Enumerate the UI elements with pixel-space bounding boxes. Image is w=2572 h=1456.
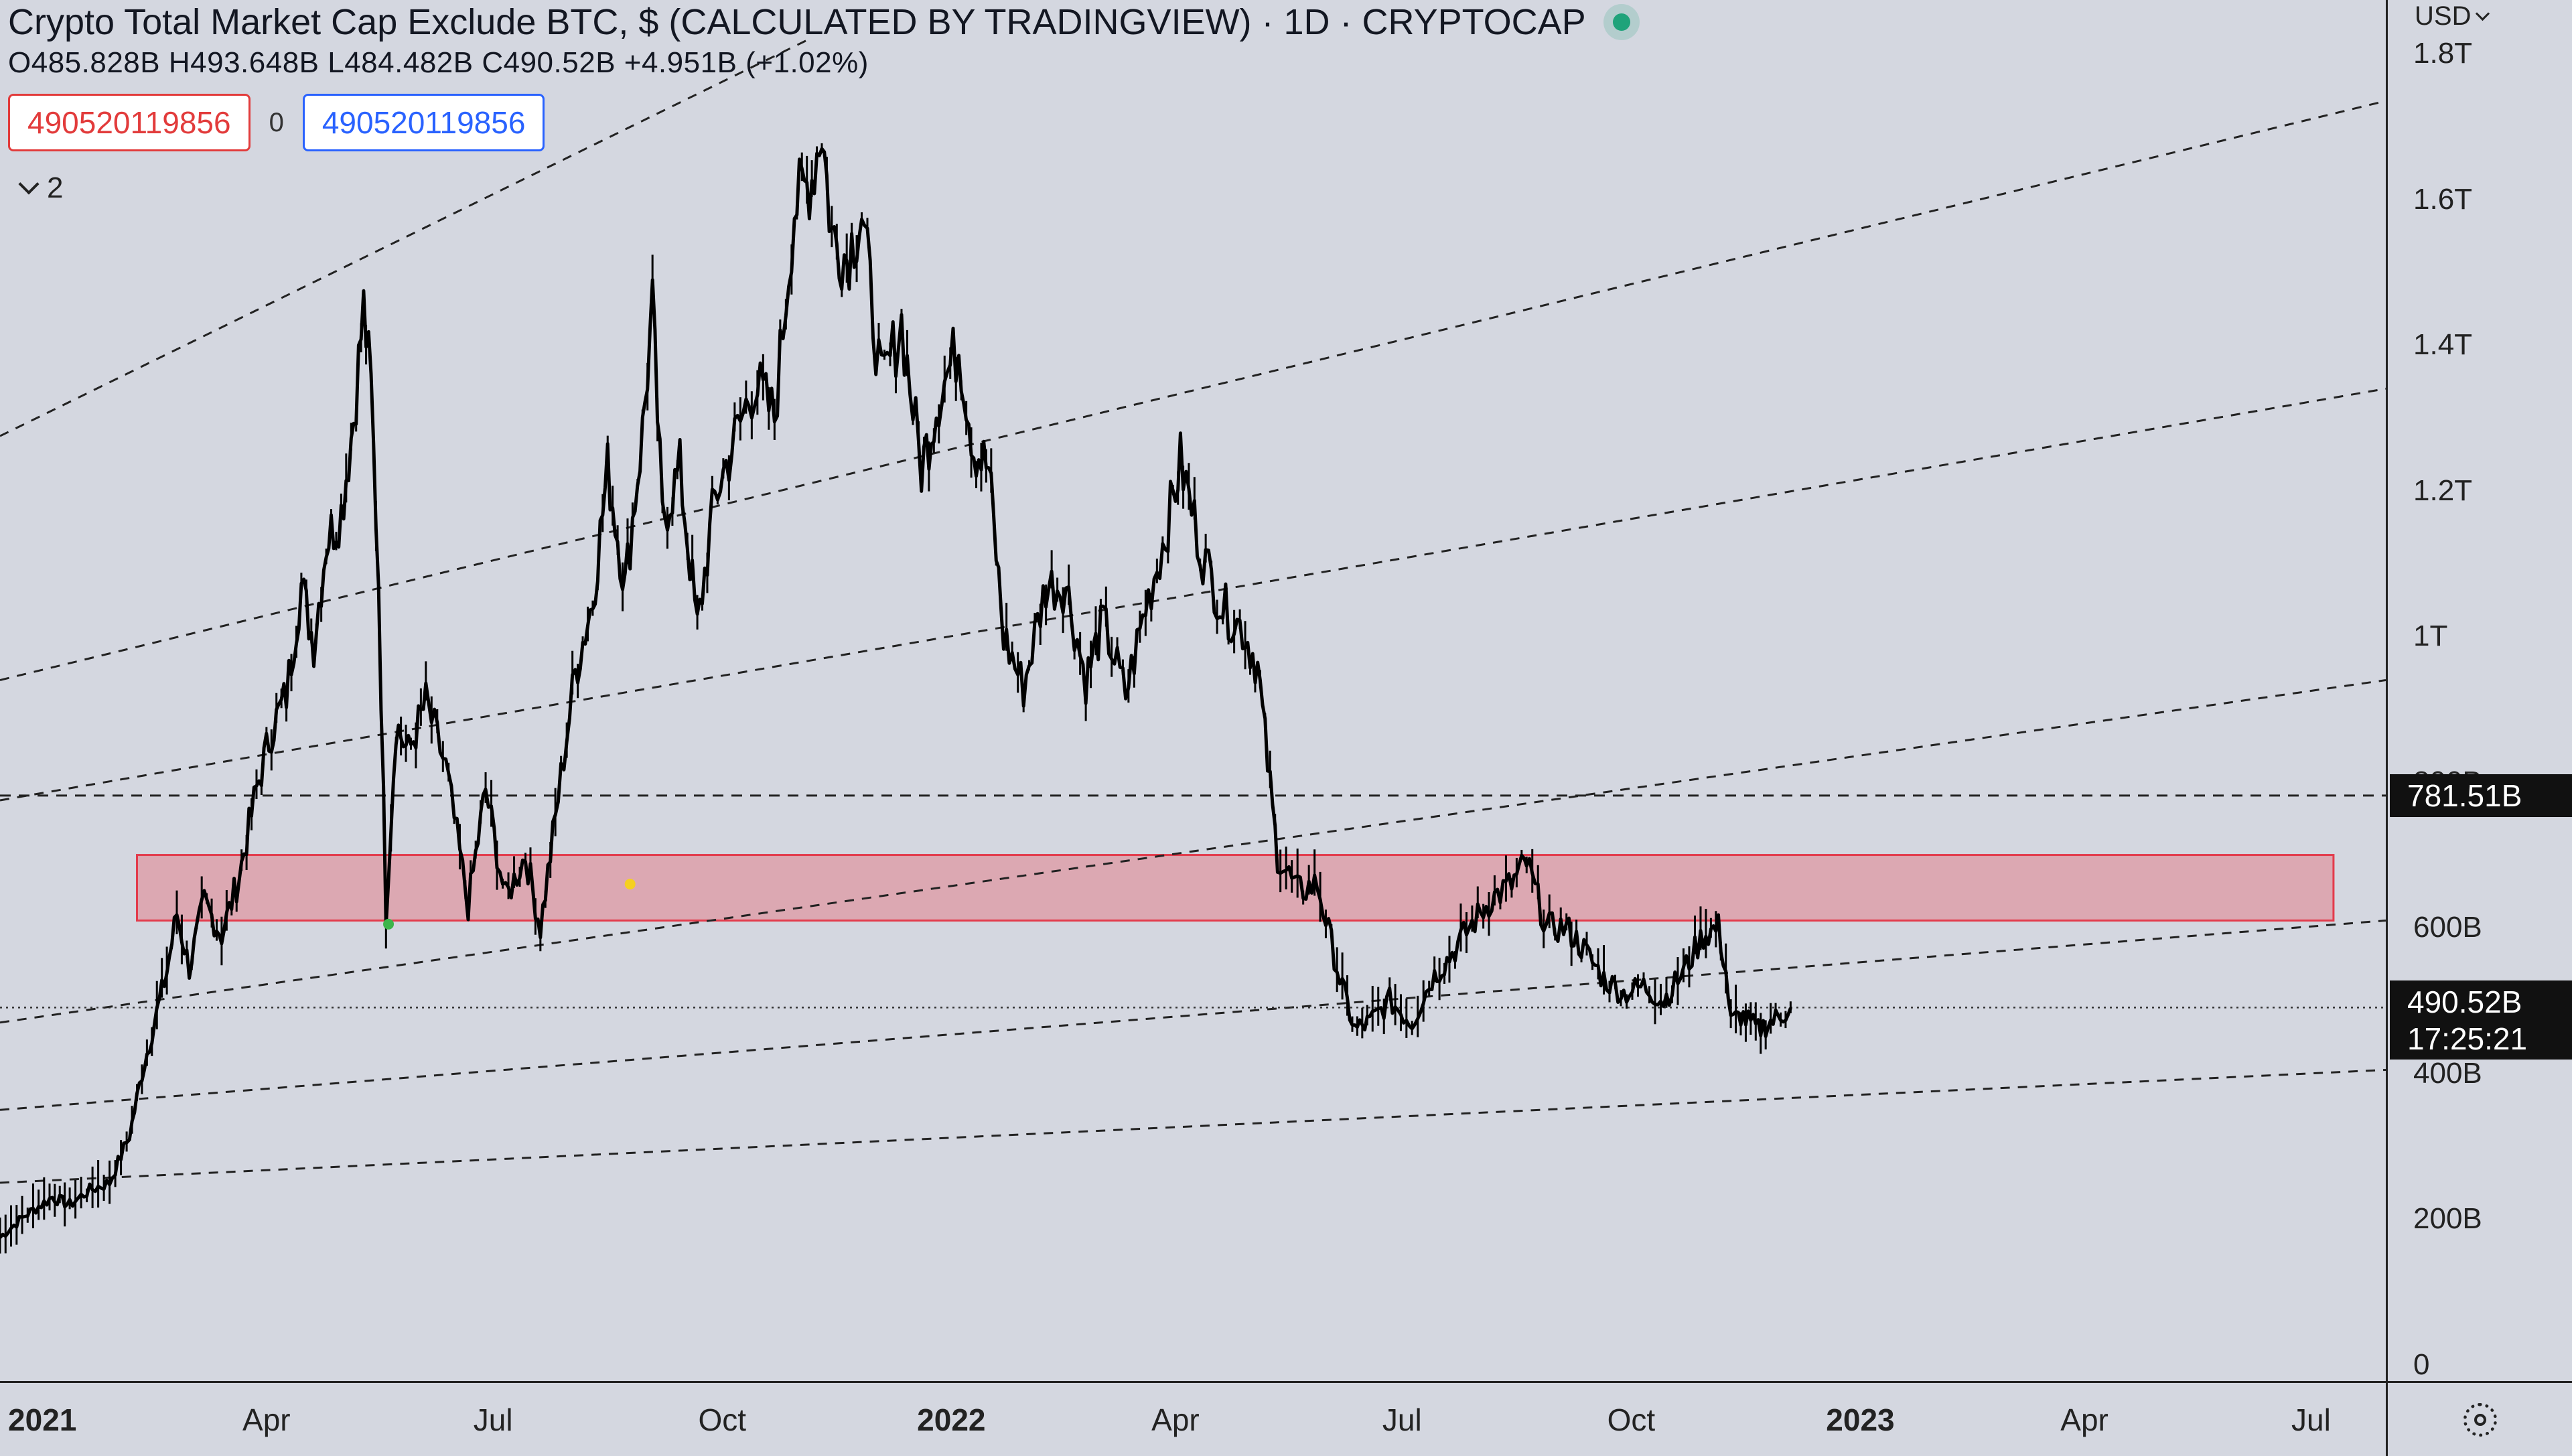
trend-line-5 — [0, 919, 2386, 1111]
ohlc-values: O485.828B H493.648B L484.482B C490.52B +… — [8, 46, 869, 79]
price-label: 1.6T — [2413, 182, 2473, 216]
price-label: 1.4T — [2413, 328, 2473, 362]
price-label: 1T — [2413, 620, 2448, 653]
indicators-toggle[interactable]: 2 — [18, 171, 1630, 205]
last-price-tag: 490.52B 17:25:21 — [2390, 980, 2572, 1060]
price-label: 0 — [2413, 1348, 2430, 1381]
time-label: 2023 — [1826, 1402, 1895, 1437]
symbol-title-row[interactable]: Crypto Total Market Cap Exclude BTC, $ (… — [8, 0, 1630, 44]
chevron-down-icon — [2476, 6, 2490, 21]
currency-label: USD — [2415, 1, 2472, 31]
chart-settings-button[interactable] — [2386, 1381, 2572, 1456]
time-label: Jul — [2291, 1402, 2331, 1437]
market-status-icon[interactable] — [1612, 13, 1630, 31]
price-chart[interactable] — [0, 0, 2386, 1381]
price-axis[interactable]: USD 1.8T1.6T1.4T1.2T1T800B600B400B200B0 … — [2386, 0, 2572, 1381]
input-left[interactable]: 490520119856 — [8, 94, 251, 151]
time-label: 2021 — [8, 1402, 77, 1437]
time-label: Apr — [242, 1402, 291, 1437]
input-middle: 0 — [269, 107, 284, 137]
symbol-title[interactable]: Crypto Total Market Cap Exclude BTC, $ (… — [8, 2, 1586, 42]
trend-line-3 — [0, 387, 2386, 802]
chart-pane[interactable]: Crypto Total Market Cap Exclude BTC, $ (… — [0, 0, 2386, 1381]
marker-2 — [624, 879, 636, 890]
indicator-inputs: 490520119856 0 490520119856 — [8, 94, 1630, 151]
chevron-down-icon — [18, 173, 40, 195]
price-wicks — [0, 143, 1792, 1254]
time-label: 2022 — [917, 1402, 986, 1437]
gear-icon — [2463, 1402, 2497, 1437]
bar-countdown: 17:25:21 — [2407, 1021, 2528, 1057]
trend-line-6 — [0, 1068, 2386, 1184]
horizontal-line-price-tag: 781.51B — [2390, 774, 2572, 817]
time-label: Apr — [1151, 1402, 1200, 1437]
time-label: Jul — [1382, 1402, 1422, 1437]
input-right[interactable]: 490520119856 — [302, 94, 545, 151]
time-label: Jul — [473, 1402, 513, 1437]
trend-line-4 — [0, 679, 2386, 1024]
trend-line-1 — [0, 38, 810, 437]
price-label: 1.8T — [2413, 37, 2473, 70]
time-label: Oct — [1607, 1402, 1656, 1437]
time-label: Oct — [698, 1402, 747, 1437]
trend-line-2 — [0, 100, 2386, 681]
time-axis[interactable]: 2021 Apr Jul Oct 2022 Apr Jul Oct 2023 Apr Jul — [0, 1381, 2386, 1456]
marker-1 — [383, 918, 395, 930]
indicators-count: 2 — [47, 171, 64, 204]
time-label: Apr — [2060, 1402, 2109, 1437]
price-label: 400B — [2413, 1056, 2482, 1090]
price-label: 1.2T — [2413, 474, 2473, 507]
last-price: 490.52B — [2407, 985, 2522, 1020]
price-label: 200B — [2413, 1202, 2482, 1236]
legend: Crypto Total Market Cap Exclude BTC, $ (… — [8, 0, 1630, 205]
price-label: 600B — [2413, 911, 2482, 944]
price-series — [0, 147, 1792, 1239]
currency-selector[interactable]: USD — [2415, 1, 2490, 31]
